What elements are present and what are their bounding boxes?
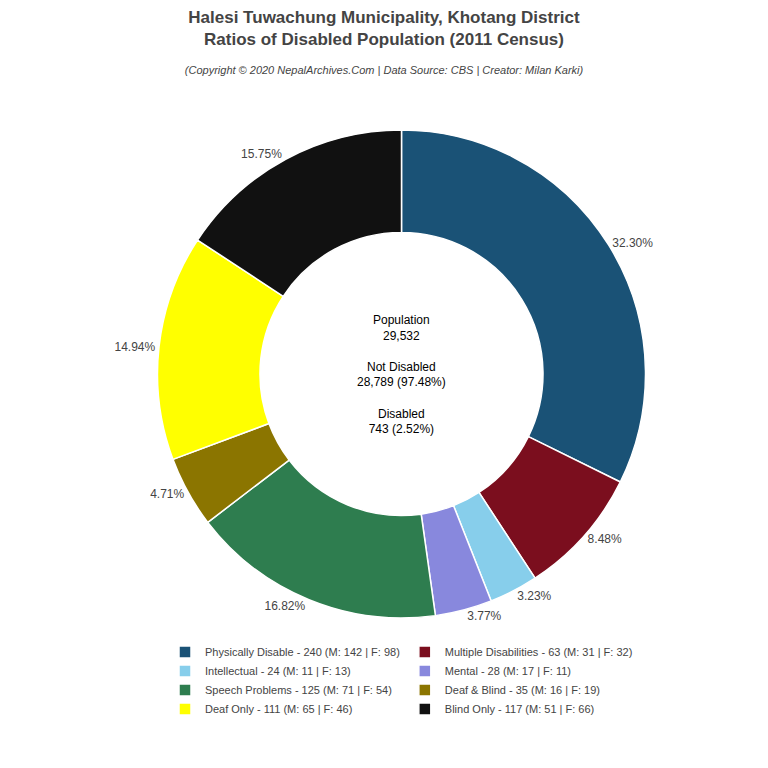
svg-text:Speech Problems - 125 (M: 71 |: Speech Problems - 125 (M: 71 | F: 54)	[205, 684, 392, 696]
svg-text:Physically Disable - 240 (M: 1: Physically Disable - 240 (M: 142 | F: 98…	[205, 646, 400, 658]
svg-text:Intellectual - 24 (M: 11 | F:: Intellectual - 24 (M: 11 | F: 13)	[205, 665, 351, 677]
svg-text:3.23%: 3.23%	[517, 589, 551, 603]
svg-text:Mental - 28 (M: 17 | F: 11): Mental - 28 (M: 17 | F: 11)	[445, 665, 571, 677]
svg-text:15.75%: 15.75%	[241, 147, 282, 161]
svg-text:Halesi Tuwachung Municipality,: Halesi Tuwachung Municipality, Khotang D…	[188, 8, 580, 49]
svg-text:8.48%: 8.48%	[588, 532, 622, 546]
svg-text:14.94%: 14.94%	[114, 340, 155, 354]
svg-text:(Copyright © 2020 NepalArchive: (Copyright © 2020 NepalArchives.Com | Da…	[185, 64, 584, 76]
svg-text:3.77%: 3.77%	[467, 609, 501, 623]
svg-text:Deaf Only - 111 (M: 65 | F: 46: Deaf Only - 111 (M: 65 | F: 46)	[205, 703, 352, 715]
svg-text:16.82%: 16.82%	[264, 599, 305, 613]
svg-text:32.30%: 32.30%	[612, 236, 653, 250]
svg-text:Deaf & Blind - 35 (M: 16 | F:: Deaf & Blind - 35 (M: 16 | F: 19)	[445, 684, 600, 696]
svg-text:4.71%: 4.71%	[150, 487, 184, 501]
svg-text:Population29,532Not Disabled28: Population29,532Not Disabled28,789 (97.4…	[357, 313, 446, 436]
svg-text:Blind Only - 117 (M: 51 | F: 6: Blind Only - 117 (M: 51 | F: 66)	[445, 703, 594, 715]
svg-text:Multiple Disabilities - 63 (M:: Multiple Disabilities - 63 (M: 31 | F: 3…	[445, 646, 632, 658]
